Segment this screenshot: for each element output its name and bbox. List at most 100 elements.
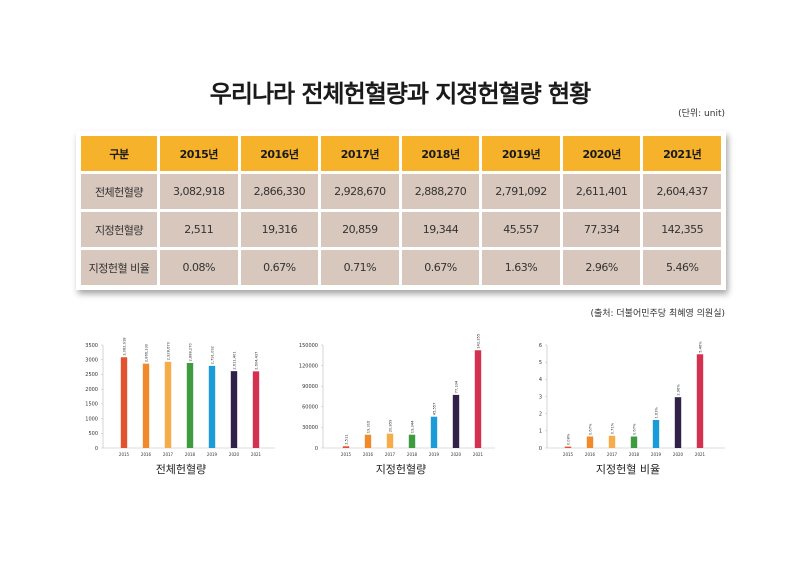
bar-2021 bbox=[252, 371, 260, 448]
bar-2020 bbox=[452, 394, 460, 448]
table-cell: 0.67% bbox=[240, 250, 319, 285]
data-label: 77,334 bbox=[454, 380, 458, 393]
y-tick-label: 500 bbox=[88, 431, 98, 437]
source-note: (출처: 더불어민주당 최혜영 의원실) bbox=[590, 309, 725, 319]
x-tick-label: 2021 bbox=[473, 452, 484, 457]
chart-title: 지정헌혈량 bbox=[376, 462, 427, 476]
data-label: 5.46% bbox=[698, 341, 702, 353]
x-tick-label: 2019 bbox=[651, 452, 662, 457]
table-row: 전체헌혈량 3,082,918 2,866,330 2,928,670 2,88… bbox=[81, 174, 721, 209]
chart-title: 지정헌혈 비율 bbox=[596, 462, 660, 476]
data-label: 45,557 bbox=[432, 403, 436, 416]
row-label: 전체헌혈량 bbox=[81, 174, 157, 209]
header-year: 2018년 bbox=[401, 136, 480, 171]
y-tick-label: 1000 bbox=[85, 416, 98, 422]
y-tick-label: 3500 bbox=[85, 343, 98, 349]
data-label: 0.71% bbox=[610, 422, 614, 434]
chart-designated-ratio: 0 1 2 3 4 5 6 2015 0.08% 2016 0.67% 2017 0.71% 2018 0.… bbox=[539, 341, 725, 476]
table-cell: 2,611,401 bbox=[562, 174, 641, 209]
data-label: 2,888,270 bbox=[188, 342, 192, 361]
table-cell: 5.46% bbox=[643, 250, 721, 285]
table-cell: 77,334 bbox=[562, 212, 641, 247]
data-label: 19,316 bbox=[366, 420, 370, 433]
data-label: 2,866,330 bbox=[144, 343, 148, 362]
row-label: 지정헌혈량 bbox=[81, 212, 157, 247]
y-tick-label: 90000 bbox=[302, 384, 318, 390]
bar-2016 bbox=[142, 363, 150, 448]
y-tick-label: 0 bbox=[315, 446, 318, 452]
header-category: 구분 bbox=[81, 136, 157, 171]
table-cell: 2,511 bbox=[160, 212, 238, 247]
y-tick-label: 4 bbox=[539, 377, 542, 383]
data-table: 구분 2015년 2016년 2017년 2018년 2019년 2020년 2… bbox=[76, 131, 726, 290]
table-cell: 19,316 bbox=[240, 212, 319, 247]
page-title: 우리나라 전체헌혈량과 지정헌혈량 현황 bbox=[209, 80, 591, 108]
x-tick-label: 2021 bbox=[251, 452, 262, 457]
data-label: 2.96% bbox=[676, 384, 680, 396]
x-tick-label: 2021 bbox=[695, 452, 706, 457]
data-label: 0.08% bbox=[566, 433, 570, 445]
table-cell: 2,888,270 bbox=[401, 174, 480, 209]
y-tick-label: 30000 bbox=[302, 425, 318, 431]
bar-2018 bbox=[186, 363, 194, 448]
table-cell: 1.63% bbox=[482, 250, 560, 285]
table-cell: 0.67% bbox=[401, 250, 480, 285]
table-cell: 3,082,918 bbox=[160, 174, 238, 209]
bar-2017 bbox=[386, 433, 394, 448]
y-tick-label: 150000 bbox=[299, 343, 318, 349]
header-year: 2015년 bbox=[160, 136, 238, 171]
header-year: 2017년 bbox=[321, 136, 399, 171]
table-cell: 0.08% bbox=[160, 250, 238, 285]
bar-2020 bbox=[230, 371, 238, 448]
table-cell: 2,604,437 bbox=[643, 174, 721, 209]
header-year: 2021년 bbox=[643, 136, 721, 171]
data-label: 2,604,437 bbox=[254, 352, 258, 370]
data-label: 19,344 bbox=[410, 420, 414, 433]
x-tick-label: 2016 bbox=[141, 452, 152, 457]
x-tick-label: 2019 bbox=[429, 452, 440, 457]
x-tick-label: 2017 bbox=[163, 452, 174, 457]
y-tick-label: 0 bbox=[539, 446, 542, 452]
bar-2015 bbox=[564, 446, 572, 448]
y-tick-label: 6 bbox=[539, 343, 542, 349]
bar-2016 bbox=[364, 434, 372, 448]
x-tick-label: 2015 bbox=[563, 452, 574, 457]
y-tick-label: 2 bbox=[539, 411, 542, 417]
data-label: 142,355 bbox=[476, 334, 480, 349]
data-label: 2,611,401 bbox=[232, 351, 236, 369]
bar-2015 bbox=[342, 446, 350, 448]
table-cell: 20,859 bbox=[321, 212, 399, 247]
data-label: 2,511 bbox=[344, 434, 348, 444]
bar-2021 bbox=[696, 354, 704, 448]
data-label: 3,082,918 bbox=[122, 337, 126, 356]
data-label: 2,791,092 bbox=[210, 346, 214, 364]
table-row: 지정헌혈량 2,511 19,316 20,859 19,344 45,557 … bbox=[81, 212, 721, 247]
y-tick-label: 120000 bbox=[299, 363, 318, 369]
header-year: 2019년 bbox=[482, 136, 560, 171]
header-year: 2016년 bbox=[240, 136, 319, 171]
chart-total-donation: 0 500 1000 1500 2000 2500 3000 3500 2015 3,082,91… bbox=[85, 337, 275, 476]
table-cell: 19,344 bbox=[401, 212, 480, 247]
y-tick-label: 5 bbox=[539, 360, 542, 366]
chart-designated-donation: 0 30000 60000 90000 120000 150000 2015 2,511 201… bbox=[299, 334, 495, 476]
bar-2019 bbox=[208, 365, 216, 448]
x-tick-label: 2015 bbox=[119, 452, 130, 457]
x-tick-label: 2020 bbox=[451, 452, 462, 457]
bar-2018 bbox=[630, 436, 638, 448]
unit-note: (단위: unit) bbox=[678, 109, 725, 119]
y-tick-label: 3 bbox=[539, 394, 542, 400]
data-label: 2,928,670 bbox=[166, 341, 170, 360]
y-tick-label: 60000 bbox=[302, 405, 318, 411]
table-cell: 2,866,330 bbox=[240, 174, 319, 209]
chart-title: 전체헌혈량 bbox=[156, 462, 207, 476]
bar-2017 bbox=[164, 361, 172, 448]
x-tick-label: 2017 bbox=[607, 452, 618, 457]
table-cell: 142,355 bbox=[643, 212, 721, 247]
y-tick-label: 2500 bbox=[85, 372, 98, 378]
data-label: 1.63% bbox=[654, 407, 658, 419]
data-label: 20,859 bbox=[388, 419, 392, 432]
x-tick-label: 2019 bbox=[207, 452, 218, 457]
x-tick-label: 2015 bbox=[341, 452, 352, 457]
y-tick-label: 1 bbox=[539, 429, 542, 435]
header-year: 2020년 bbox=[562, 136, 641, 171]
